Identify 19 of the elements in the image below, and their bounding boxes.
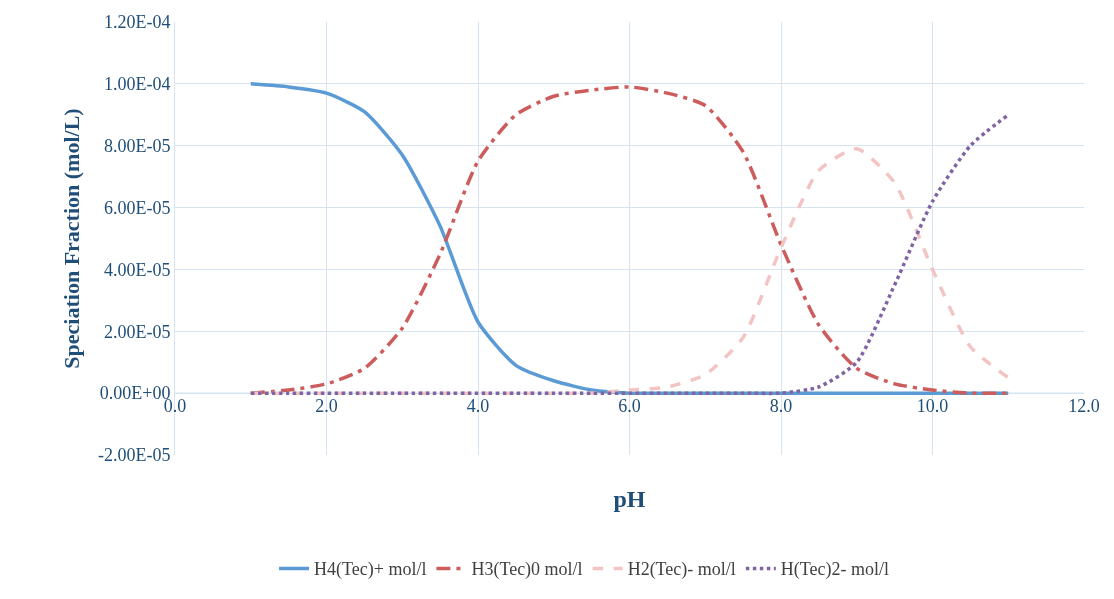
y-axis-title: Speciation Fraction (mol/L)	[58, 108, 84, 369]
x-axis-title: pH	[613, 486, 646, 513]
legend-label: H3(Tec)0 mol/l	[471, 559, 583, 581]
x-tick-label: 2.0	[315, 396, 338, 417]
y-tick-label: 1.20E-04	[103, 12, 171, 33]
legend-label: H(Tec)2- mol/l	[780, 559, 890, 581]
legend-label: H2(Tec)- mol/l	[627, 559, 736, 581]
y-tick-label: 6.00E-05	[103, 197, 171, 218]
x-tick-label: 8.0	[769, 396, 793, 417]
x-tick-label: 6.0	[618, 396, 641, 417]
y-tick-label: 4.00E-05	[103, 259, 171, 280]
legend-label: H4(Tec)+ mol/l	[314, 559, 427, 581]
x-tick-label: 10.0	[916, 396, 949, 417]
x-tick-label: 12.0	[1068, 396, 1100, 417]
y-tick-label: 1.00E-04	[103, 74, 171, 95]
y-tick-label: 8.00E-05	[103, 136, 171, 157]
y-tick-label: -2.00E-05	[97, 445, 171, 466]
x-tick-label: 4.0	[466, 396, 490, 417]
y-tick-label: 2.00E-05	[103, 321, 171, 342]
